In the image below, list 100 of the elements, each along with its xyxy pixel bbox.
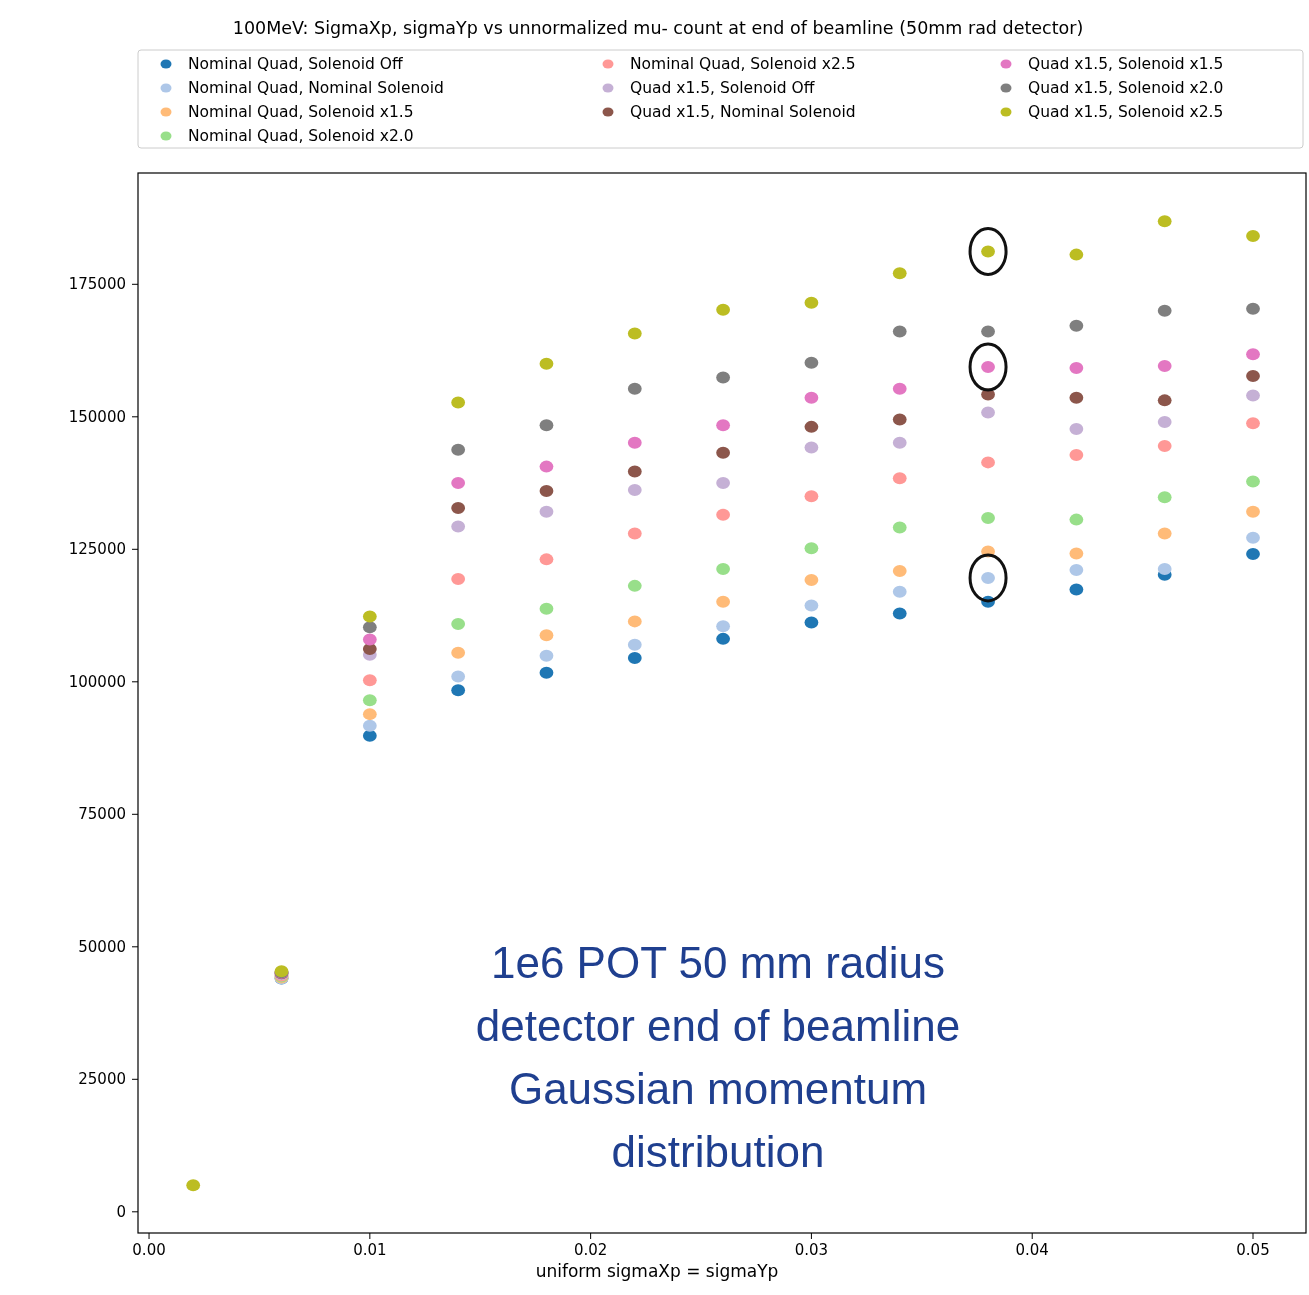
point [362,610,377,623]
point [362,708,377,721]
point [804,391,819,404]
x-axis-title: uniform sigmaXp = sigmaYp [535,1261,779,1281]
legend-label: Nominal Quad, Solenoid x1.5 [188,103,414,121]
legend-label: Quad x1.5, Nominal Solenoid [630,103,856,121]
point [362,694,377,707]
point [804,296,819,309]
point [539,649,554,662]
point [451,684,466,697]
point [186,1179,201,1192]
point [539,505,554,518]
point [1069,248,1084,261]
point [892,325,907,338]
point [1246,548,1260,561]
point [892,521,907,534]
point [627,638,642,651]
point [451,670,466,683]
point [1069,319,1084,332]
point [892,472,907,485]
point [627,651,642,664]
point [362,633,377,646]
point [981,512,995,525]
point [804,356,819,369]
point [1157,394,1172,407]
point [1157,416,1172,429]
x-tick-label: 0.04 [1015,1241,1049,1259]
y-tick-label: 150000 [68,407,126,426]
point [1157,562,1172,575]
point [1246,505,1260,518]
point [1069,583,1084,596]
point [1069,422,1084,435]
point [1069,547,1084,560]
point [804,420,819,433]
chart-title: 100MeV: SigmaXp, sigmaYp vs unnormalized mu- count at end of beamline (50mm rad detector) [232,18,1084,38]
point [627,579,642,592]
point [804,542,819,555]
point [539,357,554,370]
point [981,325,995,338]
point [1069,391,1084,404]
y-tick-label: 75000 [78,805,126,824]
legend-label: Nominal Quad, Solenoid Off [188,55,403,73]
point [539,485,554,497]
point [1069,362,1084,375]
legend-label: Quad x1.5, Solenoid x1.5 [1028,55,1224,73]
point [716,620,730,633]
x-tick-label: 0.02 [573,1241,608,1259]
point [627,327,642,340]
point [451,646,466,659]
point [892,413,907,426]
point [627,382,642,395]
point [1246,389,1260,402]
point [1246,369,1260,382]
point [451,443,466,456]
point [1246,302,1260,315]
point [1157,215,1172,228]
point [716,508,730,521]
legend-label: Quad x1.5, Solenoid x2.0 [1028,79,1224,97]
point [627,483,642,496]
y-tick-label: 125000 [68,540,126,559]
point [981,406,995,419]
point [627,527,642,540]
point [1246,417,1260,430]
point [716,477,730,490]
x-tick-label: 0.03 [794,1241,829,1259]
point [804,599,819,612]
point [627,615,642,628]
y-tick-label: 0 [116,1202,126,1221]
point [804,574,819,587]
point [1069,563,1084,576]
point [451,477,466,490]
point [804,441,819,454]
point [1157,304,1172,317]
point [716,632,730,645]
point [892,382,907,395]
annotation: 1e6 POT 50 mm radius detector end of beamline Gaussian momentum distribution [475,938,961,1176]
point [539,602,554,615]
point [539,460,554,473]
legend-label: Quad x1.5, Solenoid x2.5 [1028,103,1224,121]
point [627,436,642,449]
point [539,419,554,432]
point [892,585,907,598]
legend-label: Nominal Quad, Solenoid x2.5 [630,55,856,73]
point [451,572,466,585]
point [1157,439,1172,452]
point [716,562,730,575]
point [716,595,730,608]
point [1246,230,1260,243]
point [1157,491,1172,504]
y-tick-label: 25000 [78,1070,126,1089]
point [804,490,819,503]
point [627,465,642,478]
point [362,621,377,634]
point [892,607,907,620]
point [1069,513,1084,526]
point [981,456,995,469]
x-tick-label: 0.05 [1236,1241,1270,1259]
point [451,501,466,514]
point [892,436,907,449]
y-tick-label: 50000 [78,937,126,956]
